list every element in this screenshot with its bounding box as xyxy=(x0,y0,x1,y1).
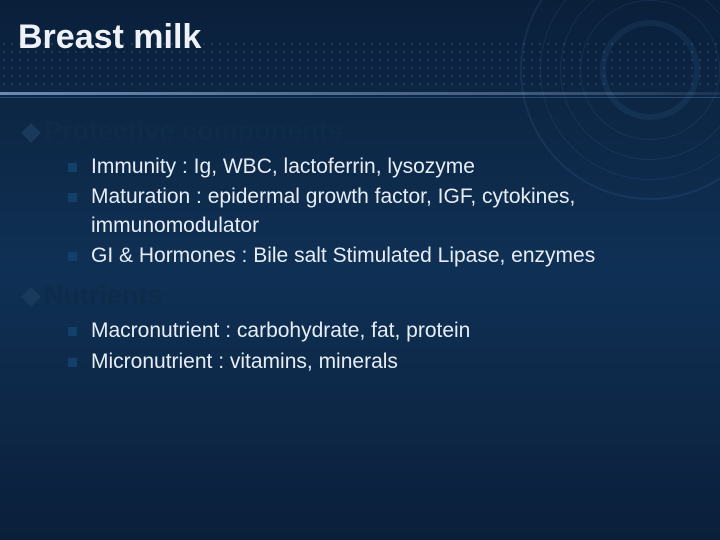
item-text: Micronutrient : vitamins, minerals xyxy=(91,348,398,376)
square-bullet-icon xyxy=(68,193,77,202)
section-items: Macronutrient : carbohydrate, fat, prote… xyxy=(68,317,696,376)
section-heading: Protective components xyxy=(24,116,696,147)
slide-content: Protective components Immunity : Ig, WBC… xyxy=(24,112,696,386)
slide-title: Breast milk xyxy=(18,18,201,57)
section-items: Immunity : Ig, WBC, lactoferrin, lysozym… xyxy=(68,153,696,270)
diamond-bullet-icon xyxy=(24,126,38,140)
list-item: Maturation : epidermal growth factor, IG… xyxy=(68,183,696,240)
diamond-bullet-icon xyxy=(24,290,38,304)
square-bullet-icon xyxy=(68,327,77,336)
section-title: Nutrients xyxy=(44,280,163,311)
square-bullet-icon xyxy=(68,252,77,261)
list-item: Micronutrient : vitamins, minerals xyxy=(68,348,696,376)
item-text: Immunity : Ig, WBC, lactoferrin, lysozym… xyxy=(91,153,475,181)
list-item: Macronutrient : carbohydrate, fat, prote… xyxy=(68,317,696,345)
item-text: Maturation : epidermal growth factor, IG… xyxy=(91,183,696,240)
title-divider xyxy=(0,92,720,95)
list-item: Immunity : Ig, WBC, lactoferrin, lysozym… xyxy=(68,153,696,181)
title-divider-thin xyxy=(0,97,720,98)
section-title: Protective components xyxy=(44,116,343,147)
square-bullet-icon xyxy=(68,358,77,367)
item-text: Macronutrient : carbohydrate, fat, prote… xyxy=(91,317,470,345)
list-item: GI & Hormones : Bile salt Stimulated Lip… xyxy=(68,242,696,270)
square-bullet-icon xyxy=(68,163,77,172)
section-heading: Nutrients xyxy=(24,280,696,311)
item-text: GI & Hormones : Bile salt Stimulated Lip… xyxy=(91,242,595,270)
